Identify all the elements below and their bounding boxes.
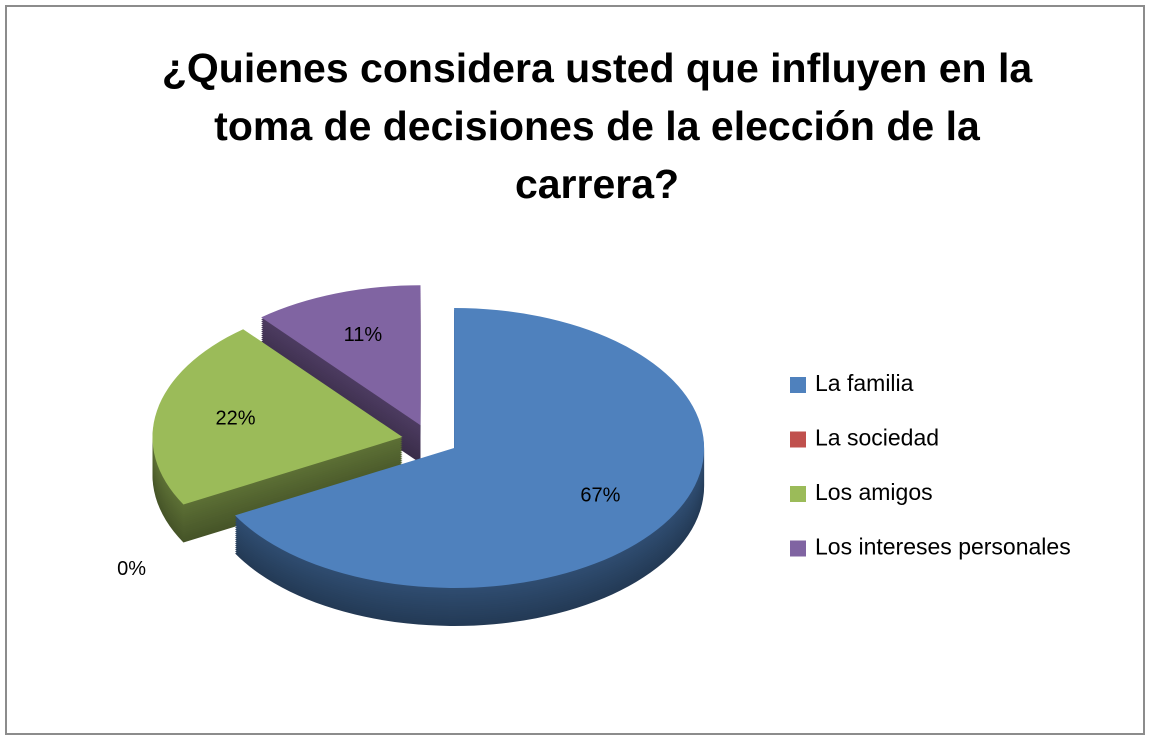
data-label: 22% <box>215 408 255 430</box>
legend-label: Los intereses personales <box>815 534 1071 560</box>
legend-label: La familia <box>815 370 914 396</box>
chart-title: ¿Quienes considera usted que influyen en… <box>161 45 1033 207</box>
slice <box>152 329 403 505</box>
data-label: 0% <box>117 558 146 580</box>
legend-swatch <box>790 431 806 448</box>
data-label: 11% <box>344 324 383 346</box>
legend-swatch <box>790 377 806 393</box>
slice <box>235 307 705 588</box>
legend-swatch <box>790 486 806 502</box>
slice <box>261 285 421 426</box>
legend-label: La sociedad <box>815 425 939 451</box>
legend-swatch <box>790 540 806 557</box>
data-label: 67% <box>580 485 620 507</box>
legend-label: Los amigos <box>815 479 933 505</box>
